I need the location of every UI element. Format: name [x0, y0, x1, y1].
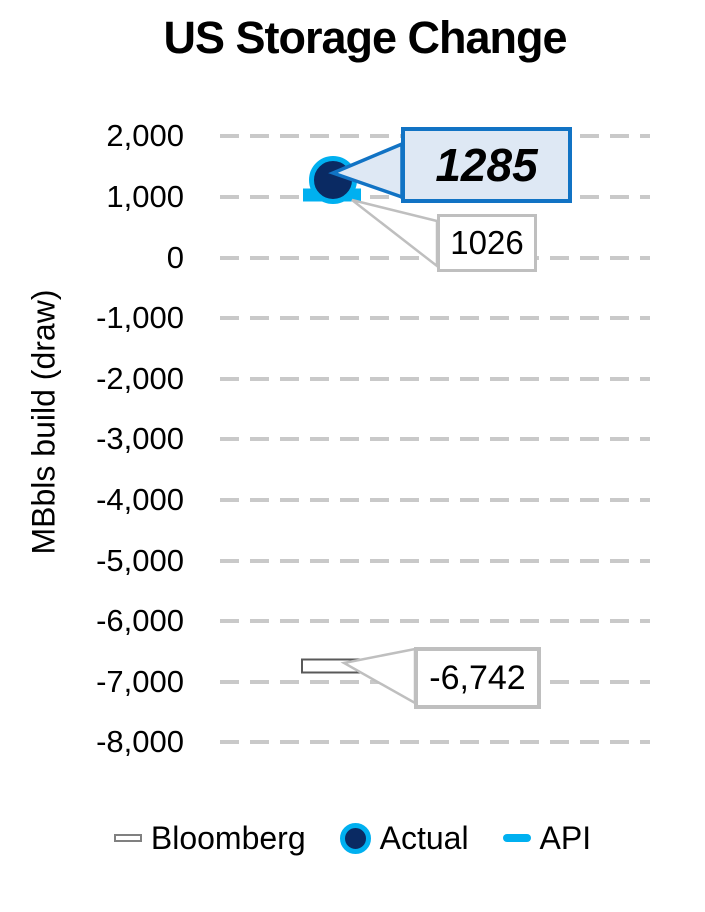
data-label-bloomberg: -6,742	[429, 658, 526, 697]
y-tick-label: 2,000	[106, 118, 184, 154]
gridline	[220, 740, 650, 745]
legend-label-bloomberg: Bloomberg	[150, 819, 306, 856]
data-label-callout-api: 1026	[437, 214, 537, 272]
marker-bloomberg	[301, 658, 362, 674]
legend-label-actual: Actual	[379, 819, 469, 856]
gridline	[220, 376, 650, 381]
y-tick-label: -1,000	[96, 300, 184, 336]
y-tick-label: -6,000	[96, 603, 184, 639]
data-label-callout-actual: 1285	[401, 127, 572, 203]
legend-item-bloomberg: Bloomberg	[113, 819, 306, 857]
y-tick-label: -5,000	[96, 542, 184, 578]
legend-label-api: API	[539, 819, 592, 856]
legend-item-actual: Actual	[339, 819, 469, 857]
gridline	[220, 255, 650, 260]
legend-marker-bloomberg-icon	[113, 834, 142, 842]
data-label-callout-bloomberg: -6,742	[414, 647, 541, 709]
gridline	[220, 316, 650, 321]
gridline	[220, 619, 650, 624]
gridline	[220, 437, 650, 442]
gridline	[220, 558, 650, 563]
chart-legend: Bloomberg Actual API	[0, 812, 705, 864]
y-tick-label: -2,000	[96, 360, 184, 396]
data-label-api: 1026	[450, 224, 524, 261]
y-tick-label: 1,000	[106, 178, 184, 214]
y-tick-label: -8,000	[96, 724, 184, 760]
gridline	[220, 497, 650, 502]
leader-bloomberg	[340, 647, 417, 706]
legend-marker-actual-icon	[339, 822, 371, 854]
y-tick-label: 0	[166, 239, 184, 275]
legend-item-api: API	[502, 819, 592, 857]
marker-actual	[309, 155, 357, 204]
y-tick-label: -4,000	[96, 481, 184, 517]
chart-title: US Storage Change	[163, 12, 567, 63]
y-tick-label: -7,000	[96, 663, 184, 699]
y-tick-label: -3,000	[96, 421, 184, 457]
data-label-actual: 1285	[435, 139, 538, 191]
legend-marker-api-icon	[502, 834, 531, 842]
